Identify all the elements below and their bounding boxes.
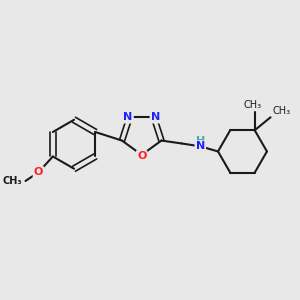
Text: O: O <box>137 151 146 161</box>
Text: H: H <box>196 136 206 146</box>
Text: CH₃: CH₃ <box>243 100 262 110</box>
Text: N: N <box>151 112 160 122</box>
Text: O: O <box>34 167 43 177</box>
Text: N: N <box>196 141 205 151</box>
Text: CH₃: CH₃ <box>273 106 291 116</box>
Text: CH₃: CH₃ <box>3 176 22 186</box>
Text: N: N <box>124 112 133 122</box>
